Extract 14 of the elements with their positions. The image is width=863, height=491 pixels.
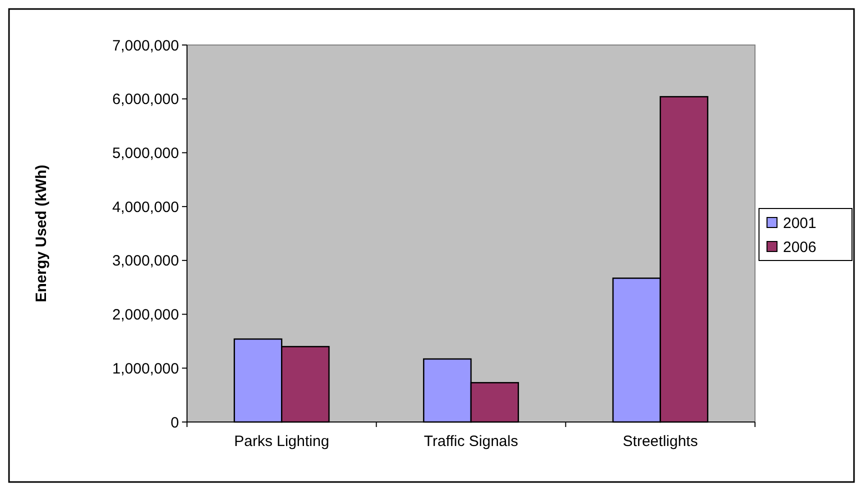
x-tick-label: Streetlights [622, 433, 698, 450]
x-tick-label: Parks Lighting [234, 433, 330, 450]
legend-label: 2006 [783, 238, 816, 256]
y-tick-label: 5,000,000 [112, 144, 179, 162]
y-axis-title: Energy Used (kWh) [33, 164, 50, 302]
y-tick-label: 3,000,000 [112, 252, 179, 270]
y-tick-label: 6,000,000 [112, 91, 179, 108]
y-tick-label: 0 [170, 414, 179, 432]
x-tick-label: Traffic Signals [424, 433, 518, 450]
y-tick-label: 1,000,000 [112, 360, 179, 378]
legend-label: 2001 [783, 214, 816, 232]
y-tick-label: 7,000,000 [112, 37, 179, 54]
y-tick-label: 2,000,000 [112, 306, 179, 324]
y-tick-label: 4,000,000 [112, 198, 179, 216]
